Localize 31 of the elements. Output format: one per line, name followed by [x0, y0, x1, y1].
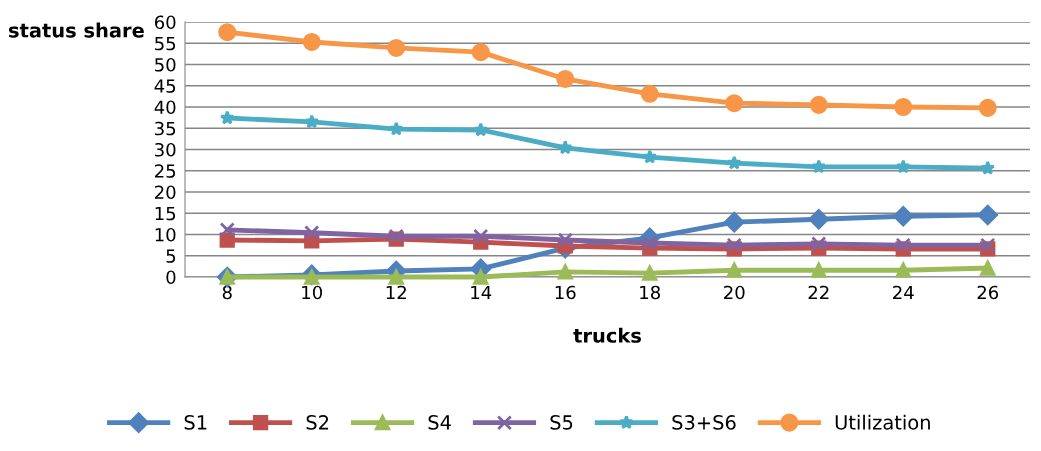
y-tick-label: 50 [155, 57, 176, 72]
y-tick-label: 55 [155, 36, 176, 51]
x-axis-title: trucks [573, 327, 641, 343]
y-tick-label: 30 [155, 142, 176, 157]
legend-label: S4 [428, 415, 451, 430]
x-tick-label: 12 [386, 285, 406, 300]
x-tick-label: 10 [302, 285, 323, 300]
y-tick-label: 0 [166, 270, 176, 285]
legend-label: S3+S6 [672, 415, 736, 430]
y-tick-label: 35 [155, 121, 176, 136]
legend-label: Utilization [835, 414, 930, 430]
y-tick-label: 60 [154, 15, 176, 30]
y-tick-label: 40 [154, 100, 176, 115]
legend-label: S5 [550, 415, 573, 430]
x-tick-label: 16 [555, 285, 576, 300]
y-tick-label: 5 [166, 249, 176, 263]
x-tick-label: 14 [471, 285, 492, 300]
y-axis-title: status share [9, 22, 144, 38]
x-tick-label: 26 [977, 285, 999, 300]
legend-label: S1 [184, 415, 207, 430]
x-tick-label: 24 [893, 285, 914, 300]
y-tick-label: 20 [155, 185, 176, 200]
y-tick-label: 10 [155, 227, 176, 242]
legend-label: S2 [306, 415, 329, 430]
x-tick-label: 20 [724, 285, 745, 300]
y-tick-label: 15 [155, 206, 176, 221]
x-tick-label: 18 [640, 285, 660, 300]
x-tick-label: 22 [808, 285, 829, 300]
y-tick-label: 45 [154, 79, 176, 93]
x-tick-label: 8 [222, 285, 232, 300]
y-tick-label: 25 [155, 164, 176, 178]
